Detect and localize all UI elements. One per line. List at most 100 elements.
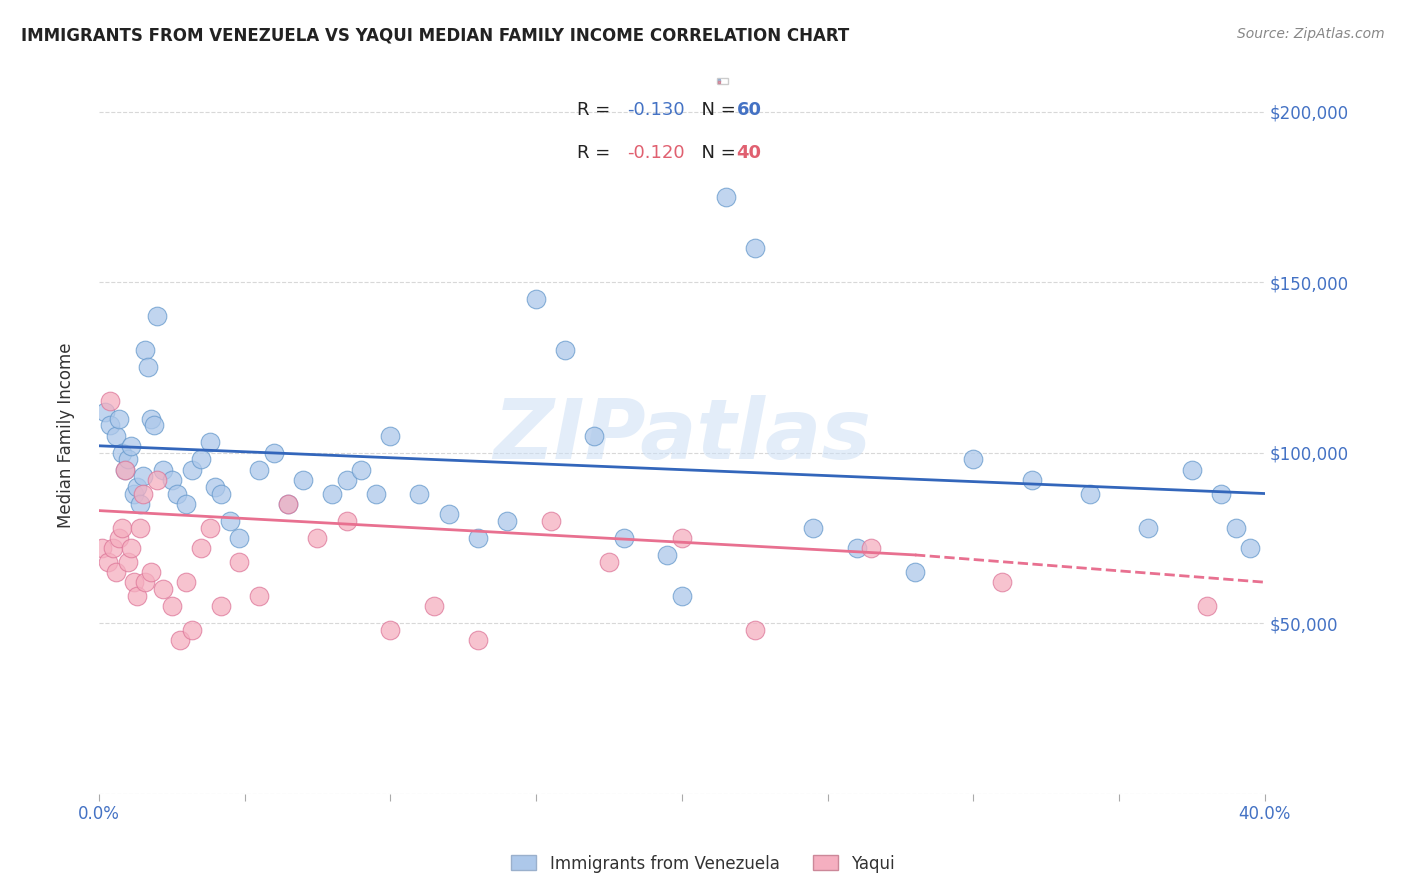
Point <box>671 531 693 545</box>
Point <box>143 418 166 433</box>
Point <box>160 599 183 613</box>
Point <box>96 555 118 569</box>
Point <box>174 497 197 511</box>
Point <box>962 452 984 467</box>
Point <box>209 486 232 500</box>
Point <box>141 565 163 579</box>
Point <box>105 565 128 579</box>
Point <box>125 589 148 603</box>
Point <box>744 623 766 637</box>
Point <box>467 531 489 545</box>
Point <box>117 452 139 467</box>
Point <box>181 463 204 477</box>
Point <box>496 514 519 528</box>
Point <box>598 555 620 569</box>
Point <box>114 463 136 477</box>
Point <box>122 575 145 590</box>
Y-axis label: Median Family Income: Median Family Income <box>58 343 75 528</box>
Point <box>423 599 446 613</box>
Point <box>350 463 373 477</box>
Point <box>169 633 191 648</box>
Point <box>1195 599 1218 613</box>
Point <box>408 486 430 500</box>
Point <box>111 445 134 459</box>
Point <box>103 541 125 555</box>
Point <box>657 548 679 562</box>
Point <box>117 555 139 569</box>
Point <box>335 514 357 528</box>
Text: R =: R = <box>576 101 616 119</box>
Point <box>380 623 402 637</box>
Point <box>209 599 232 613</box>
Point <box>152 582 174 596</box>
Point <box>714 190 737 204</box>
Point <box>128 521 150 535</box>
Point <box>198 521 221 535</box>
Text: ZIPatlas: ZIPatlas <box>494 395 870 476</box>
Text: N =: N = <box>690 144 741 161</box>
Point <box>991 575 1014 590</box>
Point <box>467 633 489 648</box>
Legend: dummy1, dummy2: dummy1, dummy2 <box>717 78 728 84</box>
Point <box>204 480 226 494</box>
Point <box>524 292 547 306</box>
Point <box>321 486 343 500</box>
Point <box>120 439 142 453</box>
Point <box>146 309 169 323</box>
Point <box>277 497 299 511</box>
Point <box>845 541 868 555</box>
Point <box>247 589 270 603</box>
Point <box>860 541 883 555</box>
Point <box>198 435 221 450</box>
Point <box>583 428 606 442</box>
Point <box>131 469 153 483</box>
Point <box>1078 486 1101 500</box>
Point <box>364 486 387 500</box>
Point <box>263 445 285 459</box>
Point <box>335 473 357 487</box>
Point <box>1021 473 1043 487</box>
Text: -0.120: -0.120 <box>627 144 685 161</box>
Point <box>105 428 128 442</box>
Point <box>228 555 250 569</box>
Point <box>277 497 299 511</box>
Point <box>744 241 766 255</box>
Point <box>125 480 148 494</box>
Point <box>108 531 131 545</box>
Point <box>219 514 242 528</box>
Text: IMMIGRANTS FROM VENEZUELA VS YAQUI MEDIAN FAMILY INCOME CORRELATION CHART: IMMIGRANTS FROM VENEZUELA VS YAQUI MEDIA… <box>21 27 849 45</box>
Point <box>134 575 156 590</box>
Point <box>437 507 460 521</box>
Text: -0.130: -0.130 <box>627 101 685 119</box>
Point <box>122 486 145 500</box>
Point <box>307 531 329 545</box>
Legend: Immigrants from Venezuela, Yaqui: Immigrants from Venezuela, Yaqui <box>505 848 901 880</box>
Text: 60: 60 <box>737 101 762 119</box>
Point <box>1239 541 1261 555</box>
Point <box>114 463 136 477</box>
Point <box>174 575 197 590</box>
Point <box>190 541 212 555</box>
Point <box>120 541 142 555</box>
Point <box>146 473 169 487</box>
Point <box>1209 486 1232 500</box>
Point <box>554 343 576 358</box>
Point <box>160 473 183 487</box>
Point <box>111 521 134 535</box>
Point <box>671 589 693 603</box>
Point <box>181 623 204 637</box>
Point <box>1137 521 1160 535</box>
Text: R =: R = <box>576 144 616 161</box>
Point <box>801 521 824 535</box>
Point <box>131 486 153 500</box>
Text: N =: N = <box>690 101 741 119</box>
Point <box>540 514 562 528</box>
Point <box>1225 521 1247 535</box>
Text: 40: 40 <box>737 144 762 161</box>
Point <box>90 541 112 555</box>
Point <box>1181 463 1204 477</box>
Point <box>291 473 314 487</box>
Point <box>380 428 402 442</box>
Point <box>228 531 250 545</box>
Point <box>247 463 270 477</box>
